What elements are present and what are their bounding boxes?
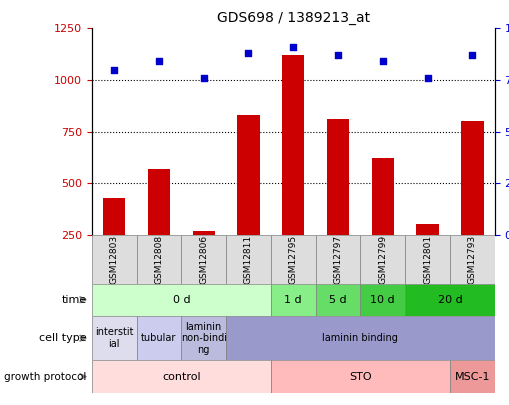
Bar xyxy=(415,224,438,235)
Text: STO: STO xyxy=(348,372,371,382)
Text: 10 d: 10 d xyxy=(370,295,394,305)
Text: GSM12793: GSM12793 xyxy=(467,234,476,284)
Text: GSM12808: GSM12808 xyxy=(154,234,163,284)
Text: cell type: cell type xyxy=(39,333,87,343)
Point xyxy=(199,75,207,81)
Bar xyxy=(181,316,225,360)
Text: 20 d: 20 d xyxy=(437,295,461,305)
Point xyxy=(467,52,475,58)
Text: 0 d: 0 d xyxy=(172,295,190,305)
Point xyxy=(422,75,431,81)
Bar xyxy=(92,284,270,316)
Text: laminin binding: laminin binding xyxy=(322,333,398,343)
Bar xyxy=(371,158,393,235)
Bar xyxy=(315,235,360,284)
Text: GSM12799: GSM12799 xyxy=(378,234,386,284)
Bar xyxy=(103,198,125,235)
Bar xyxy=(281,55,304,235)
Bar xyxy=(148,169,170,235)
Text: GSM12797: GSM12797 xyxy=(333,234,342,284)
Bar xyxy=(225,235,270,284)
Bar xyxy=(92,235,136,284)
Bar xyxy=(360,284,404,316)
Bar xyxy=(270,284,315,316)
Text: tubular: tubular xyxy=(141,333,176,343)
Text: 5 d: 5 d xyxy=(328,295,346,305)
Bar xyxy=(181,235,225,284)
Point xyxy=(378,58,386,65)
Bar xyxy=(326,119,349,235)
Text: 1 d: 1 d xyxy=(284,295,301,305)
Text: laminin
non-bindi
ng: laminin non-bindi ng xyxy=(180,322,227,355)
Text: interstit
ial: interstit ial xyxy=(95,327,133,349)
Bar xyxy=(404,284,494,316)
Point xyxy=(110,66,118,73)
Title: GDS698 / 1389213_at: GDS698 / 1389213_at xyxy=(216,11,369,25)
Bar xyxy=(270,235,315,284)
Bar xyxy=(360,235,404,284)
Point xyxy=(289,44,297,50)
Text: GSM12811: GSM12811 xyxy=(243,234,252,284)
Bar xyxy=(404,235,449,284)
Bar xyxy=(225,316,494,360)
Bar xyxy=(92,360,270,393)
Text: GSM12801: GSM12801 xyxy=(422,234,431,284)
Bar xyxy=(315,284,360,316)
Bar xyxy=(92,316,136,360)
Text: MSC-1: MSC-1 xyxy=(454,372,489,382)
Bar xyxy=(449,235,494,284)
Bar xyxy=(192,231,214,235)
Point xyxy=(155,58,163,65)
Point xyxy=(333,52,342,58)
Bar xyxy=(460,122,483,235)
Bar xyxy=(136,235,181,284)
Text: GSM12806: GSM12806 xyxy=(199,234,208,284)
Bar xyxy=(237,115,259,235)
Text: GSM12803: GSM12803 xyxy=(109,234,119,284)
Text: GSM12795: GSM12795 xyxy=(288,234,297,284)
Point xyxy=(244,50,252,56)
Text: time: time xyxy=(61,295,87,305)
Bar xyxy=(270,360,449,393)
Text: growth protocol: growth protocol xyxy=(4,372,87,382)
Text: control: control xyxy=(162,372,200,382)
Bar xyxy=(136,316,181,360)
Bar xyxy=(449,360,494,393)
